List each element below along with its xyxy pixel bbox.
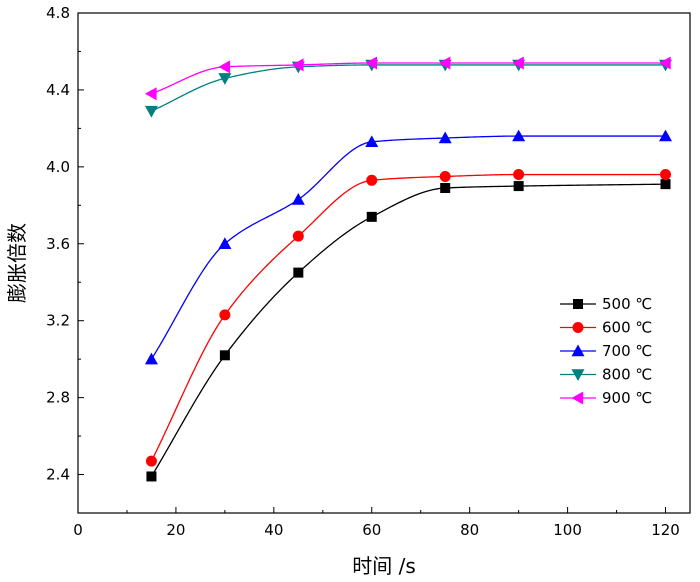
fit-curve-series-1 bbox=[150, 173, 666, 462]
data-point-series-1 bbox=[219, 309, 231, 321]
data-points bbox=[144, 56, 673, 482]
legend-marker bbox=[571, 369, 585, 381]
fit-curve-series-2 bbox=[150, 135, 666, 360]
y-tick-label: 2.4 bbox=[46, 466, 70, 484]
x-tick-label: 20 bbox=[166, 521, 185, 539]
data-point-series-1 bbox=[366, 174, 378, 186]
y-tick-label: 4.4 bbox=[46, 81, 70, 99]
data-point-series-0 bbox=[293, 267, 304, 278]
y-tick-label: 3.2 bbox=[46, 312, 70, 330]
legend-label: 900 ℃ bbox=[602, 389, 652, 407]
data-point-series-1 bbox=[292, 230, 304, 242]
data-point-series-1 bbox=[660, 169, 672, 181]
data-point-series-2 bbox=[144, 352, 158, 365]
y-tick-label: 4.0 bbox=[46, 158, 70, 176]
data-point-series-4 bbox=[144, 87, 157, 101]
axis-ticks: 0 20 40 60 80 100 120 2.4 2.8 3.2 3.6 4.0 4.4 4.8 bbox=[46, 4, 680, 539]
legend-label: 600 ℃ bbox=[602, 319, 652, 337]
y-tick-label: 2.8 bbox=[46, 389, 70, 407]
data-point-series-4 bbox=[438, 56, 451, 70]
legend: 500 ℃ 600 ℃ 700 ℃ 800 ℃ 900 ℃ bbox=[560, 295, 652, 407]
y-tick-label: 4.8 bbox=[46, 4, 70, 22]
legend-label: 700 ℃ bbox=[602, 342, 652, 360]
data-point-series-1 bbox=[513, 169, 525, 181]
data-point-series-4 bbox=[512, 56, 524, 70]
legend-marker bbox=[571, 391, 584, 405]
data-point-series-3 bbox=[144, 105, 158, 118]
fit-curve-series-4 bbox=[151, 62, 666, 95]
fit-curve-series-3 bbox=[151, 64, 666, 112]
data-point-series-4 bbox=[365, 56, 377, 70]
data-point-series-3 bbox=[218, 73, 232, 85]
legend-label: 500 ℃ bbox=[602, 295, 652, 313]
data-point-series-0 bbox=[660, 179, 671, 190]
data-point-series-2 bbox=[291, 193, 305, 205]
legend-marker bbox=[573, 299, 583, 309]
legend-marker bbox=[571, 344, 585, 357]
data-point-series-2 bbox=[512, 129, 526, 142]
data-point-series-2 bbox=[659, 129, 673, 142]
x-tick-label: 60 bbox=[362, 521, 381, 539]
data-point-series-4 bbox=[659, 56, 671, 70]
data-point-series-0 bbox=[219, 350, 230, 361]
data-point-series-1 bbox=[439, 170, 451, 182]
x-tick-label: 80 bbox=[460, 521, 479, 539]
x-tick-label: 120 bbox=[651, 521, 680, 539]
data-point-series-0 bbox=[146, 471, 157, 482]
data-point-series-4 bbox=[291, 58, 304, 72]
data-point-series-4 bbox=[218, 60, 231, 74]
data-point-series-1 bbox=[145, 455, 157, 467]
data-point-series-2 bbox=[218, 237, 232, 249]
x-tick-label: 100 bbox=[553, 521, 582, 539]
legend-marker bbox=[572, 322, 584, 333]
data-point-series-0 bbox=[440, 183, 451, 193]
fit-curves bbox=[150, 62, 666, 477]
x-tick-label: 0 bbox=[73, 521, 83, 539]
x-tick-label: 40 bbox=[264, 521, 283, 539]
data-point-series-0 bbox=[366, 211, 377, 222]
data-point-series-2 bbox=[438, 131, 452, 144]
data-point-series-2 bbox=[365, 135, 379, 148]
fit-curve-series-0 bbox=[150, 183, 666, 477]
x-axis-title: 时间 /s bbox=[352, 554, 416, 578]
legend-label: 800 ℃ bbox=[602, 366, 652, 384]
y-tick-label: 3.6 bbox=[46, 235, 70, 253]
data-point-series-0 bbox=[513, 181, 524, 192]
plot-frame bbox=[77, 12, 691, 514]
y-axis-title: 膨胀倍数 bbox=[5, 223, 29, 303]
